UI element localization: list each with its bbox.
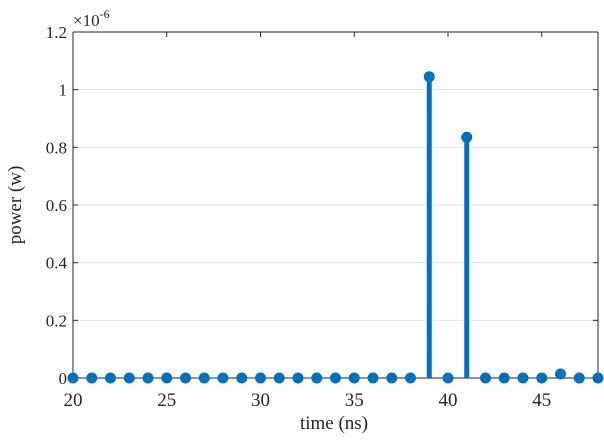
stem-marker xyxy=(236,372,248,384)
stem-marker xyxy=(517,372,529,384)
stem-marker xyxy=(423,71,435,83)
y-tick-label: 1.2 xyxy=(46,23,67,42)
stem-marker xyxy=(367,372,379,384)
stem-marker xyxy=(573,372,585,384)
y-tick-label: 0 xyxy=(59,369,68,388)
stem-marker xyxy=(198,372,210,384)
stem-marker xyxy=(142,372,154,384)
stem-marker xyxy=(405,372,416,384)
y-axis-label: power (w) xyxy=(5,166,26,245)
x-tick-label: 25 xyxy=(157,390,176,411)
stem-marker xyxy=(311,372,323,384)
stem-marker xyxy=(86,372,98,384)
data-marks xyxy=(67,71,604,384)
stem-marker xyxy=(348,372,360,384)
stem-marker xyxy=(498,372,510,384)
stem-marker xyxy=(461,131,473,143)
stem-marker xyxy=(292,372,304,384)
grid-lines xyxy=(73,89,598,321)
x-tick-label: 45 xyxy=(532,390,551,411)
x-axis-label: time (ns) xyxy=(300,413,368,434)
stem-marker xyxy=(592,372,604,384)
y-tick-label: 0.2 xyxy=(46,311,67,330)
stem-marker xyxy=(123,372,135,384)
stem-marker xyxy=(180,372,191,384)
x-tick-label: 30 xyxy=(251,390,270,411)
stem-marker xyxy=(273,372,285,384)
stem-marker xyxy=(536,372,548,384)
x-tick-label: 20 xyxy=(64,390,83,411)
y-tick-label: 0.6 xyxy=(46,196,67,215)
y-tick-label: 0.8 xyxy=(46,138,67,157)
stem-marker xyxy=(217,372,229,384)
tick-labels: 0 0.2 0.4 0.6 0.8 1 1.2 20 25 30 35 40 45 xyxy=(46,23,552,411)
y-tick-label: 1 xyxy=(59,81,68,100)
stem-marker xyxy=(555,368,566,380)
x-tick-label: 40 xyxy=(439,390,458,411)
stem-marker xyxy=(386,372,398,384)
y-tick-label: 0.4 xyxy=(46,254,68,273)
stem-marker xyxy=(255,372,266,384)
stem-marker xyxy=(330,372,341,384)
stem-marker xyxy=(105,372,116,384)
x-tick-label: 35 xyxy=(345,390,364,411)
stem-marker xyxy=(161,372,173,384)
y-exponent-label: ×10-6 xyxy=(73,7,110,30)
stem-marker xyxy=(480,372,491,384)
stem-marker xyxy=(442,372,454,384)
stem-marker xyxy=(67,372,79,384)
